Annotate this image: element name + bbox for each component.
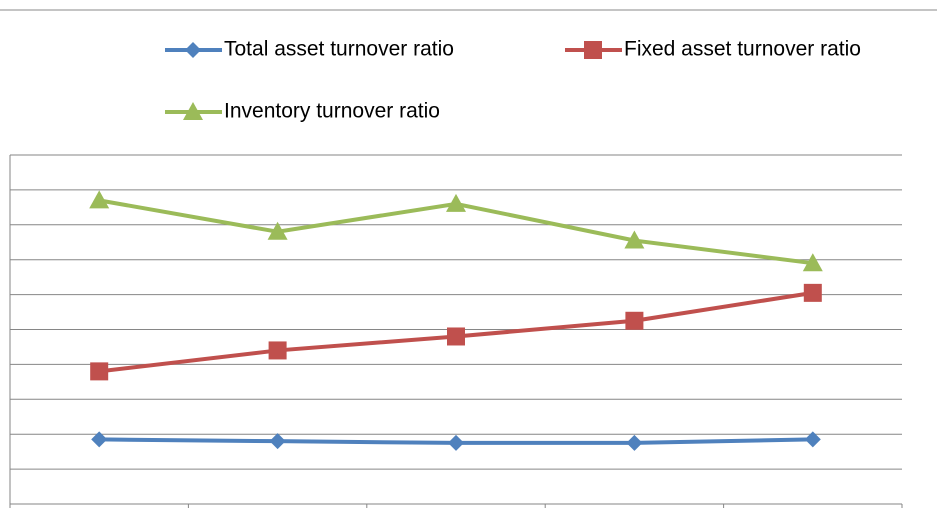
data-point [804,431,821,448]
data-point [448,434,464,451]
legend-marker [185,42,201,58]
data-point [89,190,110,209]
data-point [90,362,109,381]
data-point [802,253,823,272]
legend-marker [183,102,203,120]
data-point [269,433,286,450]
data-point [91,431,108,448]
data-point [447,327,465,346]
data-point [803,283,822,302]
data-point [446,193,466,212]
data-point [268,341,287,360]
legend-marker [584,41,602,59]
data-point [267,221,288,240]
data-point [626,434,643,451]
data-point [624,230,645,249]
data-point [625,311,644,330]
legend-label: Inventory turnover ratio [224,100,440,123]
legend-label: Total asset turnover ratio [224,38,454,61]
legend-label: Fixed asset turnover ratio [624,38,861,61]
